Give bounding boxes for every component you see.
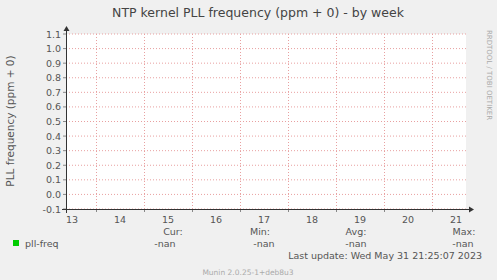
y-tick xyxy=(63,165,66,166)
y-grid-line xyxy=(66,165,466,166)
x-tick-label: 20 xyxy=(402,214,414,225)
legend-stat-value: -nan xyxy=(345,238,366,249)
plot-area xyxy=(66,34,466,209)
y-tick xyxy=(63,136,66,137)
footer: Munin 2.0.25-1+deb8u3 xyxy=(202,268,293,277)
legend-swatch xyxy=(13,240,19,246)
x-grid-line xyxy=(96,34,97,209)
y-grid-line xyxy=(66,136,466,137)
y-tick-label: 0.4 xyxy=(46,131,61,142)
y-grid-line xyxy=(66,77,466,78)
chart: NTP kernel PLL frequency (ppm + 0) - by … xyxy=(0,0,497,280)
y-grid-line xyxy=(66,150,466,151)
grid xyxy=(66,34,466,209)
legend-stat-header: Avg: xyxy=(346,226,367,237)
x-grid-line xyxy=(384,34,385,209)
y-grid-line xyxy=(66,92,466,93)
y-tick-label: 0.6 xyxy=(46,101,61,112)
y-tick-label: 0.0 xyxy=(46,189,61,200)
y-tick xyxy=(63,150,66,151)
x-tick-label: 15 xyxy=(162,214,174,225)
legend-stat-header: Max: xyxy=(453,226,476,237)
legend-stat-value: -nan xyxy=(452,238,473,249)
x-grid-line xyxy=(336,34,337,209)
y-grid-line xyxy=(66,179,466,180)
x-grid-line xyxy=(432,34,433,209)
y-tick-label: 0.2 xyxy=(46,160,61,171)
y-axis-label: PLL frequency (ppm + 0) xyxy=(4,55,16,186)
x-tick-label: 17 xyxy=(258,214,270,225)
y-grid-line xyxy=(66,63,466,64)
y-tick-label: 0.1 xyxy=(46,174,61,185)
x-grid-line xyxy=(288,34,289,209)
y-tick xyxy=(63,34,66,35)
y-axis-arrow xyxy=(64,26,70,31)
legend-label: pll-freq xyxy=(25,238,59,249)
x-tick-label: 21 xyxy=(450,214,462,225)
y-tick xyxy=(63,106,66,107)
y-tick xyxy=(63,48,66,49)
y-grid-line xyxy=(66,106,466,107)
y-tick xyxy=(63,92,66,93)
x-tick-label: 16 xyxy=(210,214,222,225)
y-tick xyxy=(63,179,66,180)
y-tick xyxy=(63,121,66,122)
legend-stat-header: Cur: xyxy=(163,226,183,237)
x-axis-arrow xyxy=(469,207,474,213)
y-tick xyxy=(63,63,66,64)
y-axis xyxy=(66,30,67,213)
y-grid-line xyxy=(66,121,466,122)
background xyxy=(0,0,497,280)
x-tick-label: 13 xyxy=(66,214,78,225)
y-grid-line xyxy=(66,194,466,195)
y-tick-label: 0.3 xyxy=(46,145,61,156)
x-axis xyxy=(62,209,470,210)
x-grid-line xyxy=(240,34,241,209)
x-grid-line xyxy=(192,34,193,209)
x-tick-label: 18 xyxy=(306,214,318,225)
y-grid-line xyxy=(66,34,466,35)
y-tick xyxy=(63,77,66,78)
title: NTP kernel PLL frequency (ppm + 0) - by … xyxy=(112,5,405,20)
legend-stat-value: -nan xyxy=(253,238,274,249)
y-tick xyxy=(63,194,66,195)
y-tick-label: 1.1 xyxy=(46,29,61,40)
y-tick-label: 0.5 xyxy=(46,116,61,127)
y-tick-label: 0.9 xyxy=(46,58,61,69)
legend-stat-header: Min: xyxy=(250,226,270,237)
watermark: RRDTOOL / TOBI OETIKER xyxy=(485,30,493,120)
y-tick-label: 0.7 xyxy=(46,87,61,98)
x-grid-line xyxy=(144,34,145,209)
y-tick-label: -0.1 xyxy=(42,204,61,215)
y-grid-line xyxy=(66,48,466,49)
y-tick-label: 1.0 xyxy=(46,43,61,54)
last-update: Last update: Wed May 31 21:25:07 2023 xyxy=(288,250,482,261)
legend-stat-value: -nan xyxy=(154,238,175,249)
x-tick-label: 19 xyxy=(354,214,366,225)
y-tick-label: 0.8 xyxy=(46,72,61,83)
x-tick-label: 14 xyxy=(114,214,126,225)
